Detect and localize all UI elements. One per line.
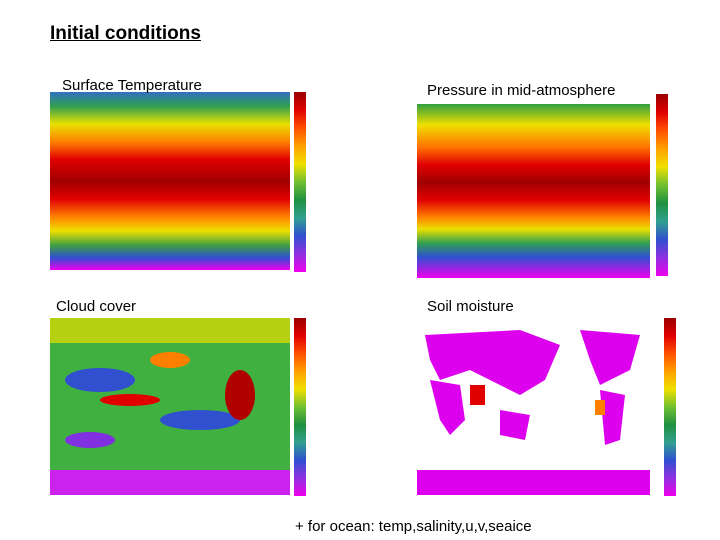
colorbar — [294, 92, 306, 272]
colorbar — [664, 318, 676, 496]
map-surface-temperature — [50, 92, 290, 270]
panel-title: Soil moisture — [427, 298, 514, 315]
colorbar — [294, 318, 306, 496]
map-pressure — [417, 104, 650, 278]
map-soil-moisture — [417, 318, 650, 495]
panel-title: Surface Temperature — [62, 77, 202, 94]
slide-title: Initial conditions — [50, 23, 201, 44]
footer-note: + for ocean: temp,salinity,u,v,seaice — [295, 518, 532, 535]
map-cloud-cover — [50, 318, 290, 495]
colorbar — [656, 94, 668, 276]
panel-title: Cloud cover — [56, 298, 137, 315]
panel-title: Pressure in mid-atmosphere — [427, 82, 616, 99]
